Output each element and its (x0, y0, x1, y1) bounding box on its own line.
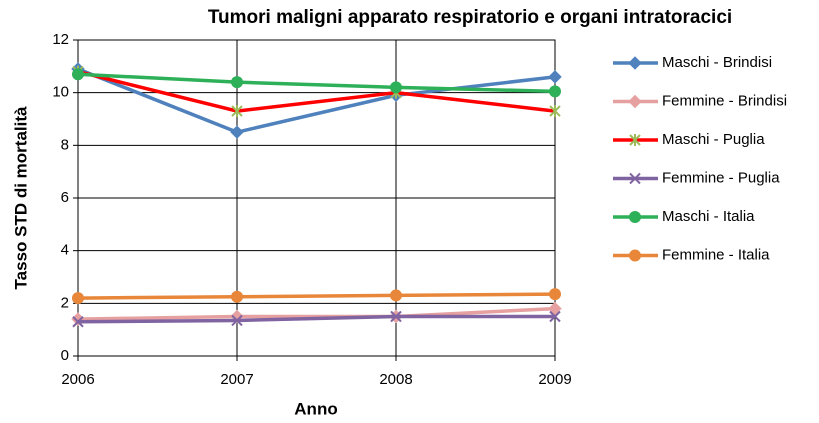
series-line (77, 67, 556, 134)
series-line (77, 306, 556, 321)
marker (72, 68, 84, 81)
marker (390, 289, 402, 302)
marker (231, 105, 243, 118)
x-tick-label: 2006 (61, 371, 94, 388)
series-line (77, 292, 556, 300)
marker (231, 314, 243, 327)
marker (629, 134, 641, 146)
y-tick-label: 12 (52, 31, 69, 48)
marker (72, 292, 84, 305)
marker (629, 249, 641, 262)
marker (629, 172, 641, 185)
marker (231, 76, 243, 89)
legend-label: Femmine - Italia (662, 246, 770, 263)
y-axis-label: Tasso STD di mortalità (11, 106, 30, 289)
y-tick-label: 2 (61, 294, 69, 311)
x-tick-label: 2007 (220, 371, 253, 388)
x-tick-label: 2008 (379, 371, 412, 388)
series-line (77, 69, 556, 113)
y-tick-label: 0 (61, 347, 69, 364)
x-axis-label: Anno (294, 399, 337, 418)
marker (549, 105, 561, 118)
legend-label: Maschi - Puglia (662, 131, 765, 148)
legend-label: Femmine - Puglia (662, 169, 780, 186)
y-tick-label: 10 (52, 84, 69, 101)
marker (549, 85, 561, 98)
series-line (77, 314, 555, 324)
marker (390, 81, 402, 94)
chart-title: Tumori maligni apparato respiratorio e o… (208, 7, 732, 28)
marker (230, 125, 244, 139)
marker (628, 94, 642, 109)
marker (548, 70, 562, 84)
y-tick-label: 8 (61, 136, 69, 153)
marker (231, 290, 243, 303)
x-tick-label: 2009 (538, 371, 571, 388)
legend-label: Maschi - Italia (662, 208, 755, 225)
y-tick-label: 6 (61, 189, 69, 206)
marker (390, 310, 402, 323)
legend-label: Femmine - Brindisi (662, 92, 787, 109)
legend-label: Maschi - Brindisi (662, 54, 772, 71)
marker (628, 56, 642, 70)
marker (549, 288, 561, 301)
marker (548, 301, 562, 316)
marker (72, 316, 84, 328)
series-line (77, 72, 556, 94)
marker (549, 310, 561, 323)
marker (629, 211, 641, 223)
y-tick-label: 4 (61, 242, 69, 259)
